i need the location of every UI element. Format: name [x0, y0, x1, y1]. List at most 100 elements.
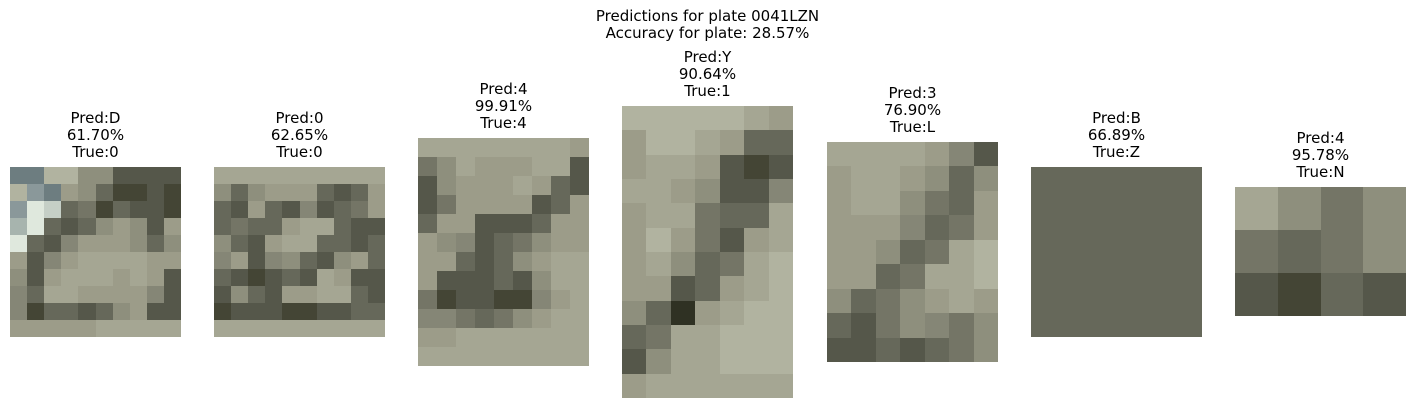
- pixel-cell: [112, 252, 130, 269]
- pixel-cell: [695, 227, 720, 252]
- pixel-cell: [695, 130, 720, 155]
- pixel-cell: [744, 203, 769, 228]
- pixel-cell: [924, 239, 950, 265]
- pixel-cell: [768, 130, 793, 155]
- pixel-cell: [875, 166, 901, 191]
- pixel-cell: [146, 167, 164, 184]
- pixel-cell: [27, 286, 45, 303]
- pixel-cell: [299, 235, 317, 252]
- pixel-cell: [78, 303, 96, 320]
- pixel-cell: [900, 337, 925, 362]
- pixel-cell: [282, 235, 300, 252]
- pixel-cell: [900, 215, 925, 240]
- pixel-cell: [494, 271, 513, 290]
- pixel-cell: [768, 252, 793, 277]
- pixel-cell: [163, 167, 181, 184]
- pixel-cell: [851, 264, 876, 289]
- pixel-cell: [78, 320, 96, 337]
- pixel-cell: [350, 201, 368, 218]
- pixel-cell: [646, 179, 671, 204]
- pixel-cell: [1235, 273, 1278, 316]
- pixel-cell: [95, 303, 113, 320]
- pixel-cell: [551, 347, 570, 366]
- pixel-cell: [27, 303, 45, 320]
- pixel-cell: [532, 138, 551, 157]
- pixel-cell: [622, 373, 647, 398]
- pixel-cell: [248, 184, 266, 201]
- pixel-cell: [456, 309, 475, 328]
- pixel-cell: [719, 227, 745, 252]
- pixel-cell: [44, 184, 62, 201]
- pixel-cell: [146, 184, 164, 201]
- pixel-cell: [513, 233, 532, 252]
- pixel-cell: [61, 201, 79, 218]
- pixel-cell: [163, 303, 181, 320]
- pixel-cell: [27, 252, 45, 269]
- pixel-cell: [437, 214, 456, 233]
- panel-true-label: True:L: [889, 118, 936, 136]
- pixel-cell: [316, 269, 334, 286]
- pixel-cell: [570, 309, 589, 328]
- pixel-cell: [513, 328, 532, 347]
- pixel-cell: [851, 190, 876, 216]
- pixel-cell: [622, 179, 647, 204]
- pixel-cell: [316, 184, 334, 201]
- pixel-cell: [475, 347, 494, 366]
- pixel-cell: [670, 349, 696, 374]
- pixel-cell: [282, 320, 300, 337]
- pixel-cell: [299, 303, 317, 320]
- pixel-cell: [282, 252, 300, 269]
- pixel-cell: [570, 195, 589, 214]
- pixel-cell: [768, 203, 793, 228]
- pixel-cell: [163, 184, 181, 201]
- pixel-cell: [10, 252, 28, 269]
- pixel-cell: [670, 203, 696, 228]
- pixel-cell: [695, 373, 720, 398]
- pixel-cell: [924, 142, 950, 167]
- pixel-cell: [670, 373, 696, 398]
- pixel-cell: [973, 264, 998, 289]
- pixel-cell: [494, 309, 513, 328]
- pixel-cell: [61, 218, 79, 235]
- pixel-cell: [316, 201, 334, 218]
- pixel-cell: [248, 286, 266, 303]
- pixel-cell: [333, 201, 351, 218]
- pixel-cell: [924, 190, 950, 216]
- pixel-cell: [112, 269, 130, 286]
- pixel-cell: [551, 195, 570, 214]
- panel-true-label: True:1: [684, 82, 731, 100]
- pixel-cell: [95, 201, 113, 218]
- pixel-cell: [768, 106, 793, 131]
- pixel-cell: [456, 252, 475, 271]
- pixel-cell: [214, 252, 232, 269]
- pixel-cell: [456, 138, 475, 157]
- pixel-cell: [532, 252, 551, 271]
- pixel-cell: [1363, 273, 1406, 316]
- pixel-cell: [112, 201, 130, 218]
- pixel-cell: [949, 239, 974, 265]
- pixel-cell: [532, 290, 551, 309]
- pixel-cell: [163, 218, 181, 235]
- pixel-cell: [475, 195, 494, 214]
- pixel-cell: [333, 286, 351, 303]
- pixel-cell: [924, 288, 950, 314]
- pixel-cell: [44, 320, 62, 337]
- panel-title: Pred:3 76.90% True:L: [787, 85, 1038, 136]
- pixel-cell: [827, 190, 852, 216]
- pixel-cell: [231, 252, 249, 269]
- pixel-cell: [231, 167, 249, 184]
- pixel-cell: [265, 235, 283, 252]
- pixel-cell: [494, 347, 513, 366]
- pixel-cell: [95, 218, 113, 235]
- character-crop-image: [10, 167, 181, 337]
- pixel-cell: [112, 303, 130, 320]
- pixel-cell: [418, 271, 437, 290]
- pixel-cell: [333, 303, 351, 320]
- pixel-cell: [163, 320, 181, 337]
- panel-true-label: True:4: [480, 114, 527, 132]
- pixel-cell: [95, 167, 113, 184]
- pixel-cell: [622, 130, 647, 155]
- pixel-cell: [61, 252, 79, 269]
- pixel-cell: [333, 252, 351, 269]
- pixel-cell: [78, 218, 96, 235]
